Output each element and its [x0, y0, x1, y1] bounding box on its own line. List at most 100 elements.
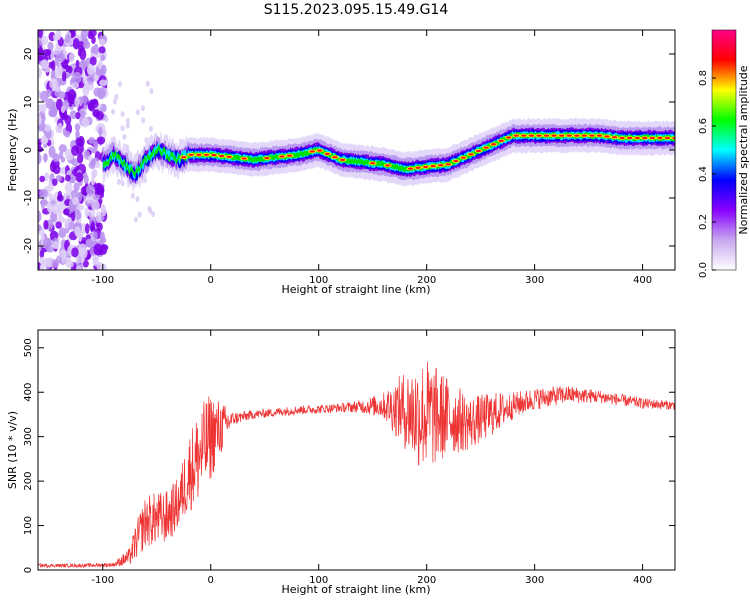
x-tick-label: 300 [525, 575, 544, 586]
colorbar-tick-label: 0.6 [698, 118, 709, 134]
ridge-peak-core [407, 167, 414, 170]
noise-speck [91, 172, 97, 179]
noise-speck [95, 211, 102, 223]
colorbar: 0.0 0.2 0.4 0.6 0.8 Normalized spectral ampl… [698, 29, 750, 278]
noise-speck [99, 79, 108, 87]
colorbar-tick-label: 0.0 [698, 262, 709, 278]
noise-speck [57, 206, 63, 219]
ridge-peak-core [611, 136, 618, 139]
noise-speck [81, 117, 90, 128]
colorbar-tick-label: 0.4 [698, 166, 709, 182]
noise-speck [51, 259, 60, 268]
ridge-peak-core [226, 155, 232, 158]
noise-speck [95, 111, 104, 120]
ridge-peak-core [181, 156, 187, 159]
ridge-peak-core [324, 152, 330, 155]
x-tick-label: 100 [309, 575, 328, 586]
ridge-peak-core [596, 134, 603, 137]
noise-speck [61, 71, 67, 82]
noise-speck [97, 87, 107, 98]
noise-speck [47, 41, 54, 51]
noise-speck [55, 30, 62, 41]
noise-speck [52, 241, 60, 250]
ridge-peak-core [619, 136, 625, 140]
ridge-peak-core [438, 164, 444, 167]
ridge-peak-core [468, 153, 474, 156]
noise-speck [58, 227, 67, 239]
noise-speck [137, 211, 142, 218]
noise-speck [74, 96, 80, 109]
noise-speck [58, 144, 67, 153]
noise-speck [145, 80, 150, 87]
noise-speck [39, 249, 45, 259]
noise-speck [50, 70, 56, 78]
noise-speck [104, 116, 109, 123]
noise-speck [44, 172, 50, 181]
noise-speck [43, 124, 52, 132]
noise-speck [48, 193, 54, 202]
noise-speck [41, 137, 49, 144]
ridge-peak-core [370, 162, 376, 165]
noise-speck [87, 31, 94, 40]
x-tick-label: 400 [633, 575, 652, 586]
noise-speck [141, 117, 146, 124]
noise-speck [120, 125, 125, 132]
noise-speck [38, 67, 42, 79]
noise-speck [64, 182, 73, 193]
spectrogram-y-ticks: -20 -10 0 10 20 [23, 48, 675, 254]
noise-speck [89, 56, 97, 66]
noise-speck [90, 177, 96, 186]
noise-speck [84, 223, 90, 235]
noise-speck [69, 110, 78, 120]
ridge-peak-core [581, 134, 587, 137]
noise-speck [64, 174, 71, 182]
noise-speck [39, 199, 48, 206]
noise-speck [38, 153, 42, 165]
noise-speck [57, 190, 63, 201]
noise-speck [40, 90, 49, 103]
noise-speck [64, 34, 71, 43]
noise-speck [93, 243, 103, 256]
noise-speck [55, 221, 62, 229]
ridge-peak-core [188, 153, 194, 156]
ridge-peak-core [422, 165, 429, 169]
ridge-peak-core [218, 154, 225, 158]
ridge-peak-core [604, 135, 610, 138]
noise-speck [125, 122, 130, 129]
chart-title: S115.2023.095.15.49.G14 [264, 2, 449, 18]
noise-speck [120, 180, 125, 187]
noise-speck [112, 98, 117, 105]
noise-speck [122, 133, 127, 140]
noise-speck [130, 192, 135, 199]
ridge-peak-core [642, 136, 648, 140]
noise-speck [82, 260, 89, 268]
y-tick-label: 400 [23, 383, 34, 402]
snr-x-ticks: -100 0 100 200 300 400 [91, 330, 652, 586]
noise-speck [96, 136, 106, 145]
ridge-peak-core [445, 163, 451, 166]
noise-speck [42, 237, 52, 250]
snr-ylabel: SNR (10 * v/v) [6, 411, 19, 489]
ridge-peak-core [332, 156, 338, 159]
noise-speck [64, 218, 70, 229]
noise-speck [148, 207, 153, 214]
noise-speck [76, 152, 84, 164]
ridge-peak-core [196, 153, 202, 156]
noise-speck [85, 184, 95, 196]
noise-speck [114, 93, 119, 100]
noise-speck [51, 178, 58, 187]
noise-speck [38, 46, 43, 54]
noise-speck [70, 189, 79, 199]
ridge-peak-core [543, 134, 550, 137]
noise-speck [75, 112, 81, 120]
noise-speck [38, 30, 43, 39]
noise-speck [72, 71, 82, 84]
noise-speck [98, 46, 106, 54]
noise-speck [41, 103, 47, 114]
noise-speck [83, 174, 89, 185]
noise-speck [91, 200, 100, 211]
ridge-peak-core [385, 164, 391, 167]
ridge-peak-core [211, 154, 217, 157]
